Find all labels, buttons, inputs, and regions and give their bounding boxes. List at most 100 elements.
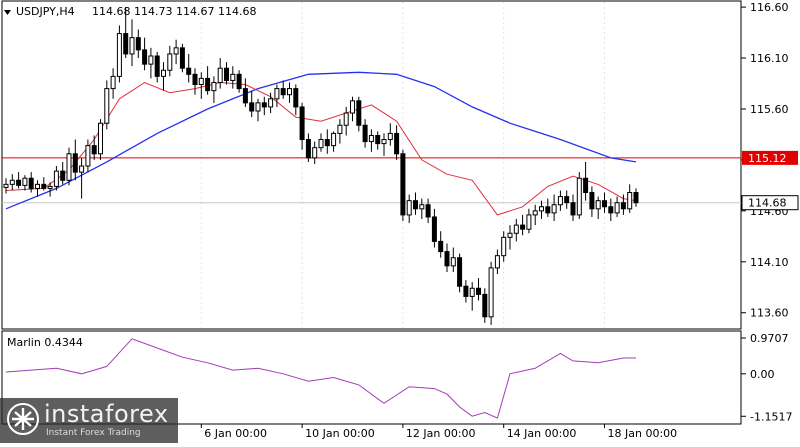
candle[interactable]: [242, 78, 248, 107]
candle[interactable]: [488, 261, 494, 325]
candle[interactable]: [431, 208, 437, 248]
candle[interactable]: [507, 225, 513, 250]
candle[interactable]: [35, 180, 40, 197]
candle[interactable]: [494, 249, 500, 275]
candle[interactable]: [135, 29, 141, 59]
candle[interactable]: [16, 172, 22, 189]
candle[interactable]: [545, 198, 551, 217]
candle[interactable]: [41, 177, 47, 191]
candle[interactable]: [66, 147, 72, 186]
candle[interactable]: [457, 253, 463, 293]
candle[interactable]: [583, 161, 589, 201]
candle[interactable]: [53, 166, 59, 191]
candle[interactable]: [123, 7, 129, 59]
candle[interactable]: [198, 72, 204, 99]
candle[interactable]: [3, 178, 9, 194]
candle[interactable]: [274, 84, 280, 107]
candle[interactable]: [633, 188, 639, 207]
candle[interactable]: [413, 192, 418, 215]
candle[interactable]: [293, 84, 299, 116]
candle[interactable]: [192, 68, 198, 95]
candle[interactable]: [620, 194, 626, 215]
candle[interactable]: [551, 194, 557, 222]
candle[interactable]: [324, 129, 330, 154]
candle[interactable]: [406, 194, 412, 224]
candle[interactable]: [224, 62, 229, 85]
candle[interactable]: [318, 133, 324, 152]
candle[interactable]: [394, 125, 400, 160]
candle[interactable]: [268, 92, 274, 114]
candle[interactable]: [142, 37, 148, 71]
candle[interactable]: [482, 288, 488, 323]
candle[interactable]: [331, 131, 337, 152]
candle[interactable]: [217, 58, 223, 89]
candle[interactable]: [564, 190, 570, 209]
candle[interactable]: [287, 82, 292, 103]
candle[interactable]: [236, 70, 242, 93]
candle[interactable]: [104, 80, 110, 130]
candle[interactable]: [627, 184, 633, 213]
candle[interactable]: [211, 76, 217, 103]
candle[interactable]: [400, 149, 406, 222]
candle[interactable]: [444, 243, 450, 272]
candle[interactable]: [375, 131, 381, 150]
candle[interactable]: [570, 194, 576, 222]
candle[interactable]: [179, 43, 185, 73]
candle[interactable]: [337, 119, 343, 144]
candle[interactable]: [312, 141, 318, 164]
candle[interactable]: [463, 280, 469, 303]
candle[interactable]: [186, 53, 192, 83]
candle[interactable]: [469, 282, 475, 311]
candle[interactable]: [255, 98, 261, 122]
candle[interactable]: [350, 96, 355, 122]
candle[interactable]: [205, 66, 211, 95]
candles[interactable]: [3, 7, 639, 325]
candle[interactable]: [60, 161, 66, 185]
candle[interactable]: [305, 133, 311, 162]
candle[interactable]: [513, 218, 519, 242]
candle[interactable]: [450, 247, 456, 272]
candle[interactable]: [22, 175, 28, 191]
candle[interactable]: [79, 157, 85, 199]
candle[interactable]: [28, 172, 34, 193]
candle[interactable]: [261, 96, 267, 116]
triangle-down-icon[interactable]: [4, 10, 11, 15]
candle[interactable]: [299, 102, 305, 150]
candle[interactable]: [110, 68, 116, 99]
candle[interactable]: [595, 196, 601, 219]
candle[interactable]: [425, 198, 431, 224]
marlin-oscillator-line[interactable]: [5, 338, 636, 419]
candle[interactable]: [91, 135, 97, 160]
candle[interactable]: [362, 119, 368, 148]
candle[interactable]: [230, 66, 236, 89]
candle[interactable]: [576, 172, 582, 219]
candle[interactable]: [47, 182, 53, 197]
candle[interactable]: [154, 51, 160, 83]
candle[interactable]: [85, 139, 91, 173]
candle[interactable]: [173, 39, 179, 65]
candle[interactable]: [161, 62, 166, 91]
slow-moving-average[interactable]: [5, 71, 637, 210]
candle[interactable]: [614, 196, 620, 217]
candle[interactable]: [9, 174, 15, 191]
candle[interactable]: [72, 139, 78, 181]
candle[interactable]: [116, 25, 122, 83]
candle[interactable]: [526, 208, 532, 234]
candle[interactable]: [501, 231, 507, 262]
candle[interactable]: [387, 123, 393, 146]
candle[interactable]: [602, 192, 607, 213]
candle[interactable]: [476, 278, 481, 301]
candle[interactable]: [167, 45, 173, 77]
candle[interactable]: [381, 133, 387, 156]
candle[interactable]: [419, 198, 425, 219]
candle[interactable]: [98, 119, 103, 160]
candle[interactable]: [148, 47, 154, 79]
candle[interactable]: [249, 90, 255, 118]
candle[interactable]: [438, 231, 444, 258]
candle[interactable]: [368, 129, 374, 152]
candle[interactable]: [520, 214, 526, 236]
candle[interactable]: [589, 186, 595, 217]
candle[interactable]: [557, 190, 563, 211]
